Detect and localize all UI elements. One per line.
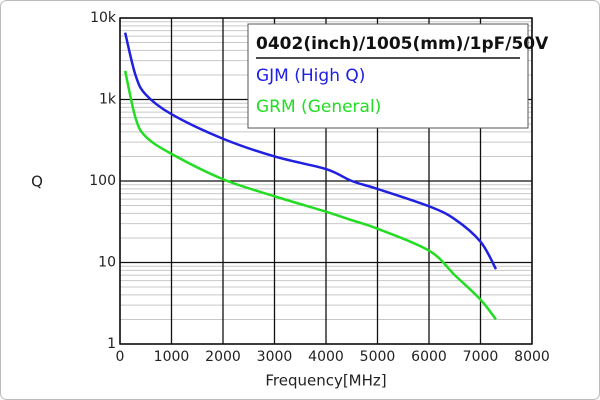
lines: [123, 32, 498, 321]
x-tick-label: 6000: [411, 349, 447, 365]
x-axis-label: Frequency[MHz]: [265, 372, 386, 390]
x-tick-label: 0: [116, 349, 125, 365]
y-tick-label: 1k: [99, 92, 117, 108]
series-line: [123, 70, 497, 321]
legend-label: GRM (General): [256, 97, 381, 117]
x-tick-label: 5000: [360, 349, 396, 365]
x-tick-label: 2000: [205, 349, 241, 365]
x-tick-label: 7000: [463, 349, 499, 365]
legend-title: 0402(inch)/1005(mm)/1pF/50V: [256, 34, 549, 54]
legend-label: GJM (High Q): [256, 66, 365, 86]
x-tick-label: 3000: [257, 349, 293, 365]
y-tick-label: 10k: [90, 10, 117, 26]
series-line: [123, 32, 498, 270]
legend-box: [247, 23, 529, 129]
y-axis-label: Q: [31, 173, 43, 191]
x-tick-label: 8000: [514, 349, 550, 365]
y-tick-label: 100: [89, 173, 116, 189]
x-tick-label: 4000: [308, 349, 344, 365]
x-tick-label: 1000: [154, 349, 190, 365]
y-tick-label: 1: [107, 336, 116, 352]
plot-border: [119, 17, 533, 345]
y-tick-label: 10: [98, 255, 116, 271]
legend: 0402(inch)/1005(mm)/1pF/50V GJM (High Q) G…: [247, 23, 549, 129]
